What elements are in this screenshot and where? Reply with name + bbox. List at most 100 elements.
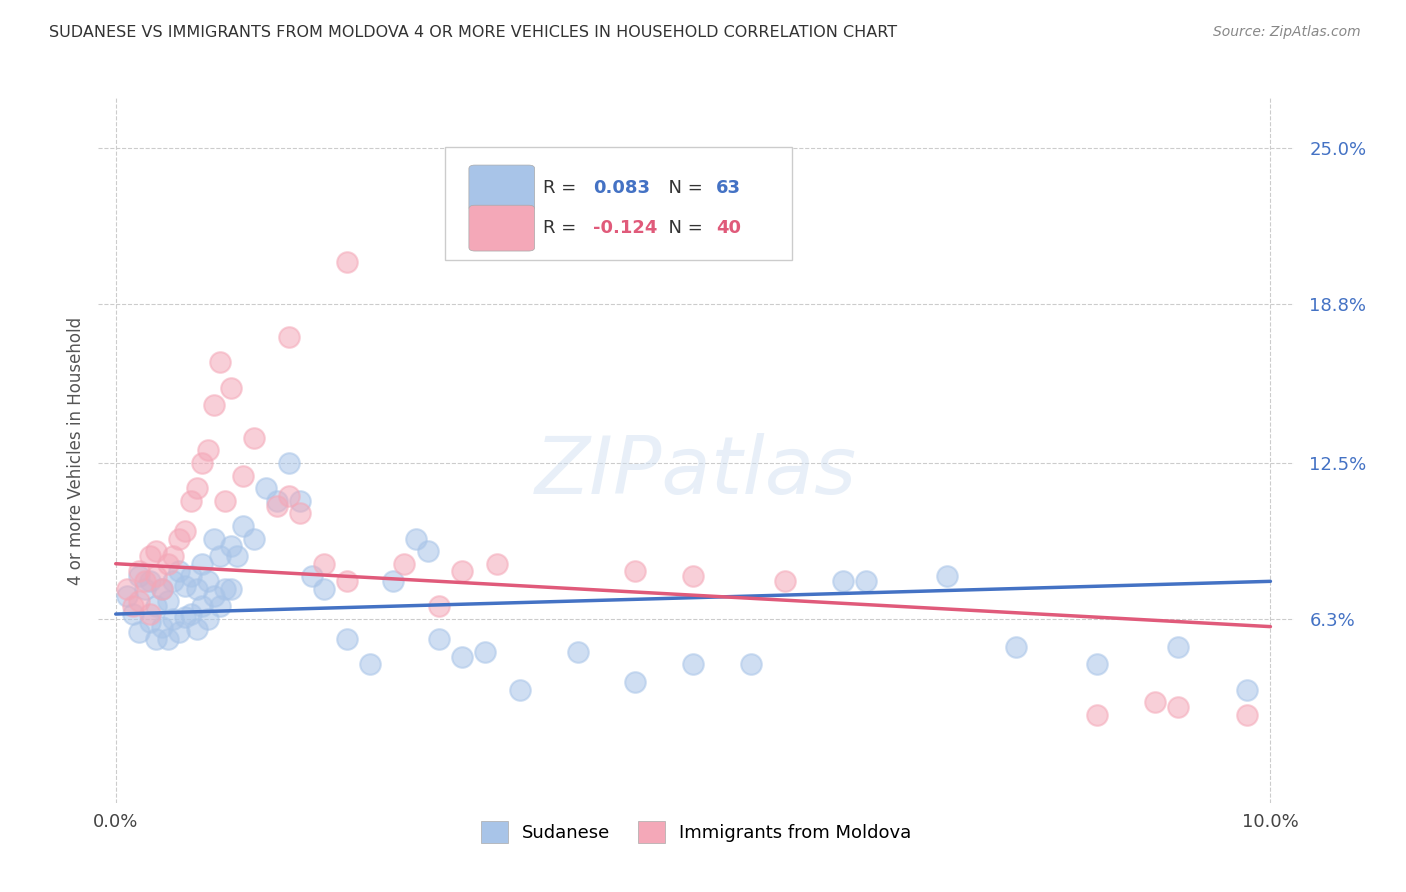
Text: 40: 40: [716, 219, 741, 237]
Point: [197, 443, 219, 458]
Text: -0.124: -0.124: [593, 219, 658, 237]
Text: 0.083: 0.083: [593, 178, 650, 196]
Point: [180, 493, 202, 508]
Point: [219, 539, 242, 553]
Point: [186, 481, 208, 495]
Point: [202, 590, 225, 604]
FancyBboxPatch shape: [470, 205, 534, 251]
Point: [624, 675, 647, 690]
Point: [156, 632, 179, 647]
Point: [336, 632, 359, 647]
Point: [451, 649, 474, 664]
Point: [359, 657, 381, 672]
Point: [509, 682, 531, 697]
Point: [567, 645, 589, 659]
Point: [208, 549, 231, 564]
Point: [145, 569, 167, 583]
Point: [208, 355, 231, 369]
Point: [243, 532, 266, 546]
Point: [427, 599, 450, 614]
Point: [145, 544, 167, 558]
Text: 63: 63: [716, 178, 741, 196]
Point: [775, 574, 797, 589]
Point: [180, 607, 202, 621]
Point: [381, 574, 404, 589]
Point: [254, 481, 277, 495]
Text: SUDANESE VS IMMIGRANTS FROM MOLDOVA 4 OR MORE VEHICLES IN HOUSEHOLD CORRELATION : SUDANESE VS IMMIGRANTS FROM MOLDOVA 4 OR…: [49, 25, 897, 40]
Text: R =: R =: [543, 219, 582, 237]
Text: ZIPatlas: ZIPatlas: [534, 433, 858, 510]
Point: [214, 493, 236, 508]
Point: [150, 582, 173, 596]
Point: [186, 622, 208, 636]
Point: [290, 507, 312, 521]
Point: [1167, 640, 1189, 654]
Point: [278, 489, 301, 503]
Point: [139, 615, 162, 629]
Point: [682, 569, 704, 583]
Point: [174, 524, 197, 538]
Point: [180, 569, 202, 583]
Point: [128, 564, 150, 578]
Point: [232, 519, 254, 533]
Point: [740, 657, 762, 672]
Point: [474, 645, 496, 659]
Point: [186, 582, 208, 596]
Point: [197, 612, 219, 626]
Point: [174, 579, 197, 593]
Point: [451, 564, 474, 578]
Point: [197, 574, 219, 589]
Point: [139, 574, 162, 589]
Y-axis label: 4 or more Vehicles in Household: 4 or more Vehicles in Household: [66, 317, 84, 584]
Point: [128, 624, 150, 639]
Text: R =: R =: [543, 178, 582, 196]
Point: [150, 582, 173, 596]
Point: [936, 569, 959, 583]
Point: [156, 594, 179, 608]
Point: [226, 549, 249, 564]
Point: [162, 549, 184, 564]
Point: [405, 532, 427, 546]
Point: [202, 398, 225, 412]
Point: [312, 557, 335, 571]
Point: [162, 574, 184, 589]
Point: [278, 456, 301, 470]
FancyBboxPatch shape: [470, 165, 534, 211]
Point: [208, 599, 231, 614]
Point: [145, 599, 167, 614]
Point: [122, 607, 145, 621]
Point: [278, 330, 301, 344]
Point: [1143, 695, 1166, 709]
Point: [232, 468, 254, 483]
Point: [167, 532, 190, 546]
Point: [832, 574, 855, 589]
Text: N =: N =: [657, 219, 709, 237]
Text: Source: ZipAtlas.com: Source: ZipAtlas.com: [1213, 25, 1361, 39]
Point: [1085, 657, 1108, 672]
Point: [1236, 707, 1258, 722]
Text: N =: N =: [657, 178, 709, 196]
Point: [336, 574, 359, 589]
Point: [312, 582, 335, 596]
Point: [301, 569, 323, 583]
Point: [485, 557, 508, 571]
Point: [167, 624, 190, 639]
Point: [290, 493, 312, 508]
Point: [624, 564, 647, 578]
Point: [191, 599, 214, 614]
Point: [589, 217, 612, 231]
Point: [427, 632, 450, 647]
Point: [394, 557, 416, 571]
Legend: Sudanese, Immigrants from Moldova: Sudanese, Immigrants from Moldova: [467, 806, 925, 857]
Point: [134, 582, 156, 596]
Point: [1167, 700, 1189, 714]
Point: [219, 380, 242, 394]
Point: [174, 609, 197, 624]
Point: [128, 594, 150, 608]
Point: [336, 254, 359, 268]
Point: [191, 456, 214, 470]
Point: [162, 612, 184, 626]
Point: [134, 574, 156, 589]
Point: [682, 657, 704, 672]
Point: [139, 607, 162, 621]
